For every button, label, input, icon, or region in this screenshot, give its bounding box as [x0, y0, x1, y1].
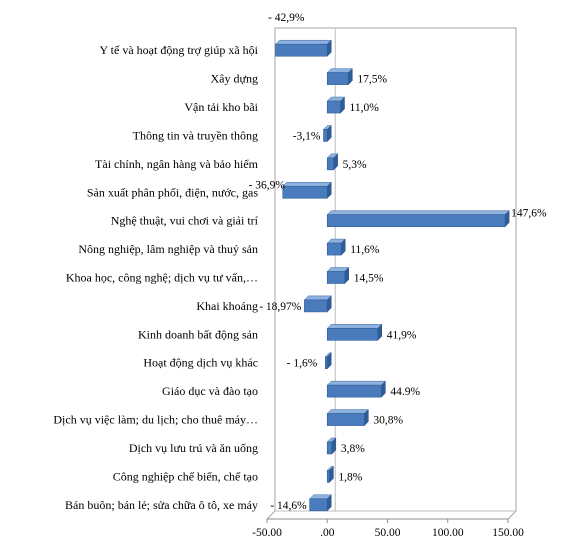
- category-label: Nông nghiệp, lâm nghiệp và thuỷ sản: [78, 242, 258, 256]
- category-label: Bán buôn; bán lẻ; sửa chữa ô tô, xe máy: [65, 498, 258, 512]
- bar: [326, 266, 350, 285]
- data-label: - 42,9%: [268, 12, 305, 24]
- bar: [326, 380, 386, 398]
- bar-front-face: [326, 328, 379, 341]
- bar: [324, 352, 332, 370]
- category-label: Giáo dục và đào tạo: [162, 384, 258, 398]
- category-label: Vận tải kho bãi: [184, 100, 258, 114]
- data-label: 1,8%: [338, 471, 362, 483]
- data-label: 17,5%: [357, 74, 387, 86]
- bar-top-face: [326, 409, 369, 414]
- category-label: Thông tin và truyền thông: [133, 128, 258, 142]
- bar: [326, 238, 346, 256]
- bar-front-face: [326, 157, 334, 171]
- bar-front-face: [304, 299, 328, 313]
- bar-front-face: [323, 129, 328, 142]
- bar-front-face: [309, 498, 328, 512]
- back-wall: [266, 27, 517, 520]
- category-label: Dịch vụ lưu trú và ăn uống: [129, 441, 258, 455]
- data-label: - 1,6%: [287, 358, 318, 370]
- category-label: Xây dựng: [211, 72, 259, 86]
- bar-front-face: [326, 413, 365, 426]
- bar-front-face: [326, 100, 341, 114]
- bar: [282, 181, 332, 199]
- data-label: 3,8%: [341, 443, 365, 455]
- data-label: 11,0%: [350, 102, 380, 114]
- bar: [326, 465, 335, 483]
- bar: [309, 494, 332, 512]
- bar-front-face: [325, 356, 328, 370]
- x-tick-label: .00: [320, 527, 335, 539]
- data-label: 14,5%: [354, 273, 384, 285]
- bar: [326, 96, 346, 114]
- bar: [326, 210, 510, 228]
- category-label: Kinh doanh bất động sản: [138, 327, 258, 341]
- data-label: - 18,97%: [259, 301, 302, 313]
- bar-front-face: [326, 72, 349, 85]
- bar-front-face: [326, 242, 342, 256]
- bar: [274, 39, 332, 57]
- bar-front-face: [275, 43, 328, 57]
- data-label: 5,3%: [343, 159, 367, 171]
- category-label: Sản xuất phân phối, điện, nước, gas: [87, 185, 258, 199]
- category-label: Hoạt động dịch vụ khác: [143, 356, 258, 370]
- bar: [326, 68, 353, 86]
- bar-top-face: [326, 68, 353, 73]
- bar-top-face: [303, 295, 332, 301]
- data-label: 44.9%: [390, 386, 420, 398]
- bars-layer: [274, 39, 510, 512]
- x-tick-label: -50.00: [252, 527, 282, 539]
- bar-top-face: [326, 380, 386, 386]
- bar-front-face: [326, 214, 506, 227]
- category-label: Khoa học, công nghệ; dịch vụ tư vấn,…: [66, 271, 258, 285]
- bar-front-face: [326, 384, 382, 398]
- category-label: Dịch vụ việc làm; du lịch; cho thuê máy…: [53, 413, 258, 427]
- data-label: -3,1%: [293, 130, 321, 142]
- labels-layer: -50.00 .00 50.00 100.00 150.00 Y tế và hoạt đ…: [53, 12, 547, 539]
- bar-top-face: [282, 182, 332, 187]
- bar: [326, 408, 369, 427]
- data-label: 30,8%: [373, 415, 403, 427]
- bar-top-face: [326, 324, 383, 329]
- bar-front-face: [326, 441, 333, 455]
- x-tick-label: 150.00: [492, 527, 524, 539]
- bar-top-face: [326, 210, 510, 215]
- bar-front-face: [326, 271, 346, 284]
- category-label: Nghệ thuật, vui chơi và giải trí: [111, 214, 259, 228]
- bar-top-face: [274, 39, 332, 45]
- x-tick-label: 100.00: [432, 527, 464, 539]
- bar: [303, 295, 332, 313]
- data-label: 11,6%: [350, 244, 380, 256]
- category-label: Khai khoáng: [196, 299, 258, 313]
- category-label: Công nghiệp chế biến, chế tạo: [113, 469, 258, 483]
- bar: [326, 153, 339, 171]
- x-tick-label: 50.00: [375, 527, 401, 539]
- data-label: 147,6%: [511, 208, 547, 220]
- bar: [326, 323, 383, 341]
- bar-front-face: [326, 470, 330, 483]
- bar-front-face: [282, 185, 328, 199]
- data-label: - 14,6%: [270, 500, 307, 512]
- data-label: 41,9%: [387, 329, 417, 341]
- chart-walls: [266, 27, 517, 523]
- bar: [326, 437, 337, 455]
- category-label: Y tế và hoạt động trợ giúp xã hội: [99, 43, 258, 57]
- bar: [322, 124, 332, 143]
- data-label: - 36,9%: [249, 179, 286, 191]
- category-label: Tài chính, ngân hàng và bảo hiểm: [95, 157, 259, 171]
